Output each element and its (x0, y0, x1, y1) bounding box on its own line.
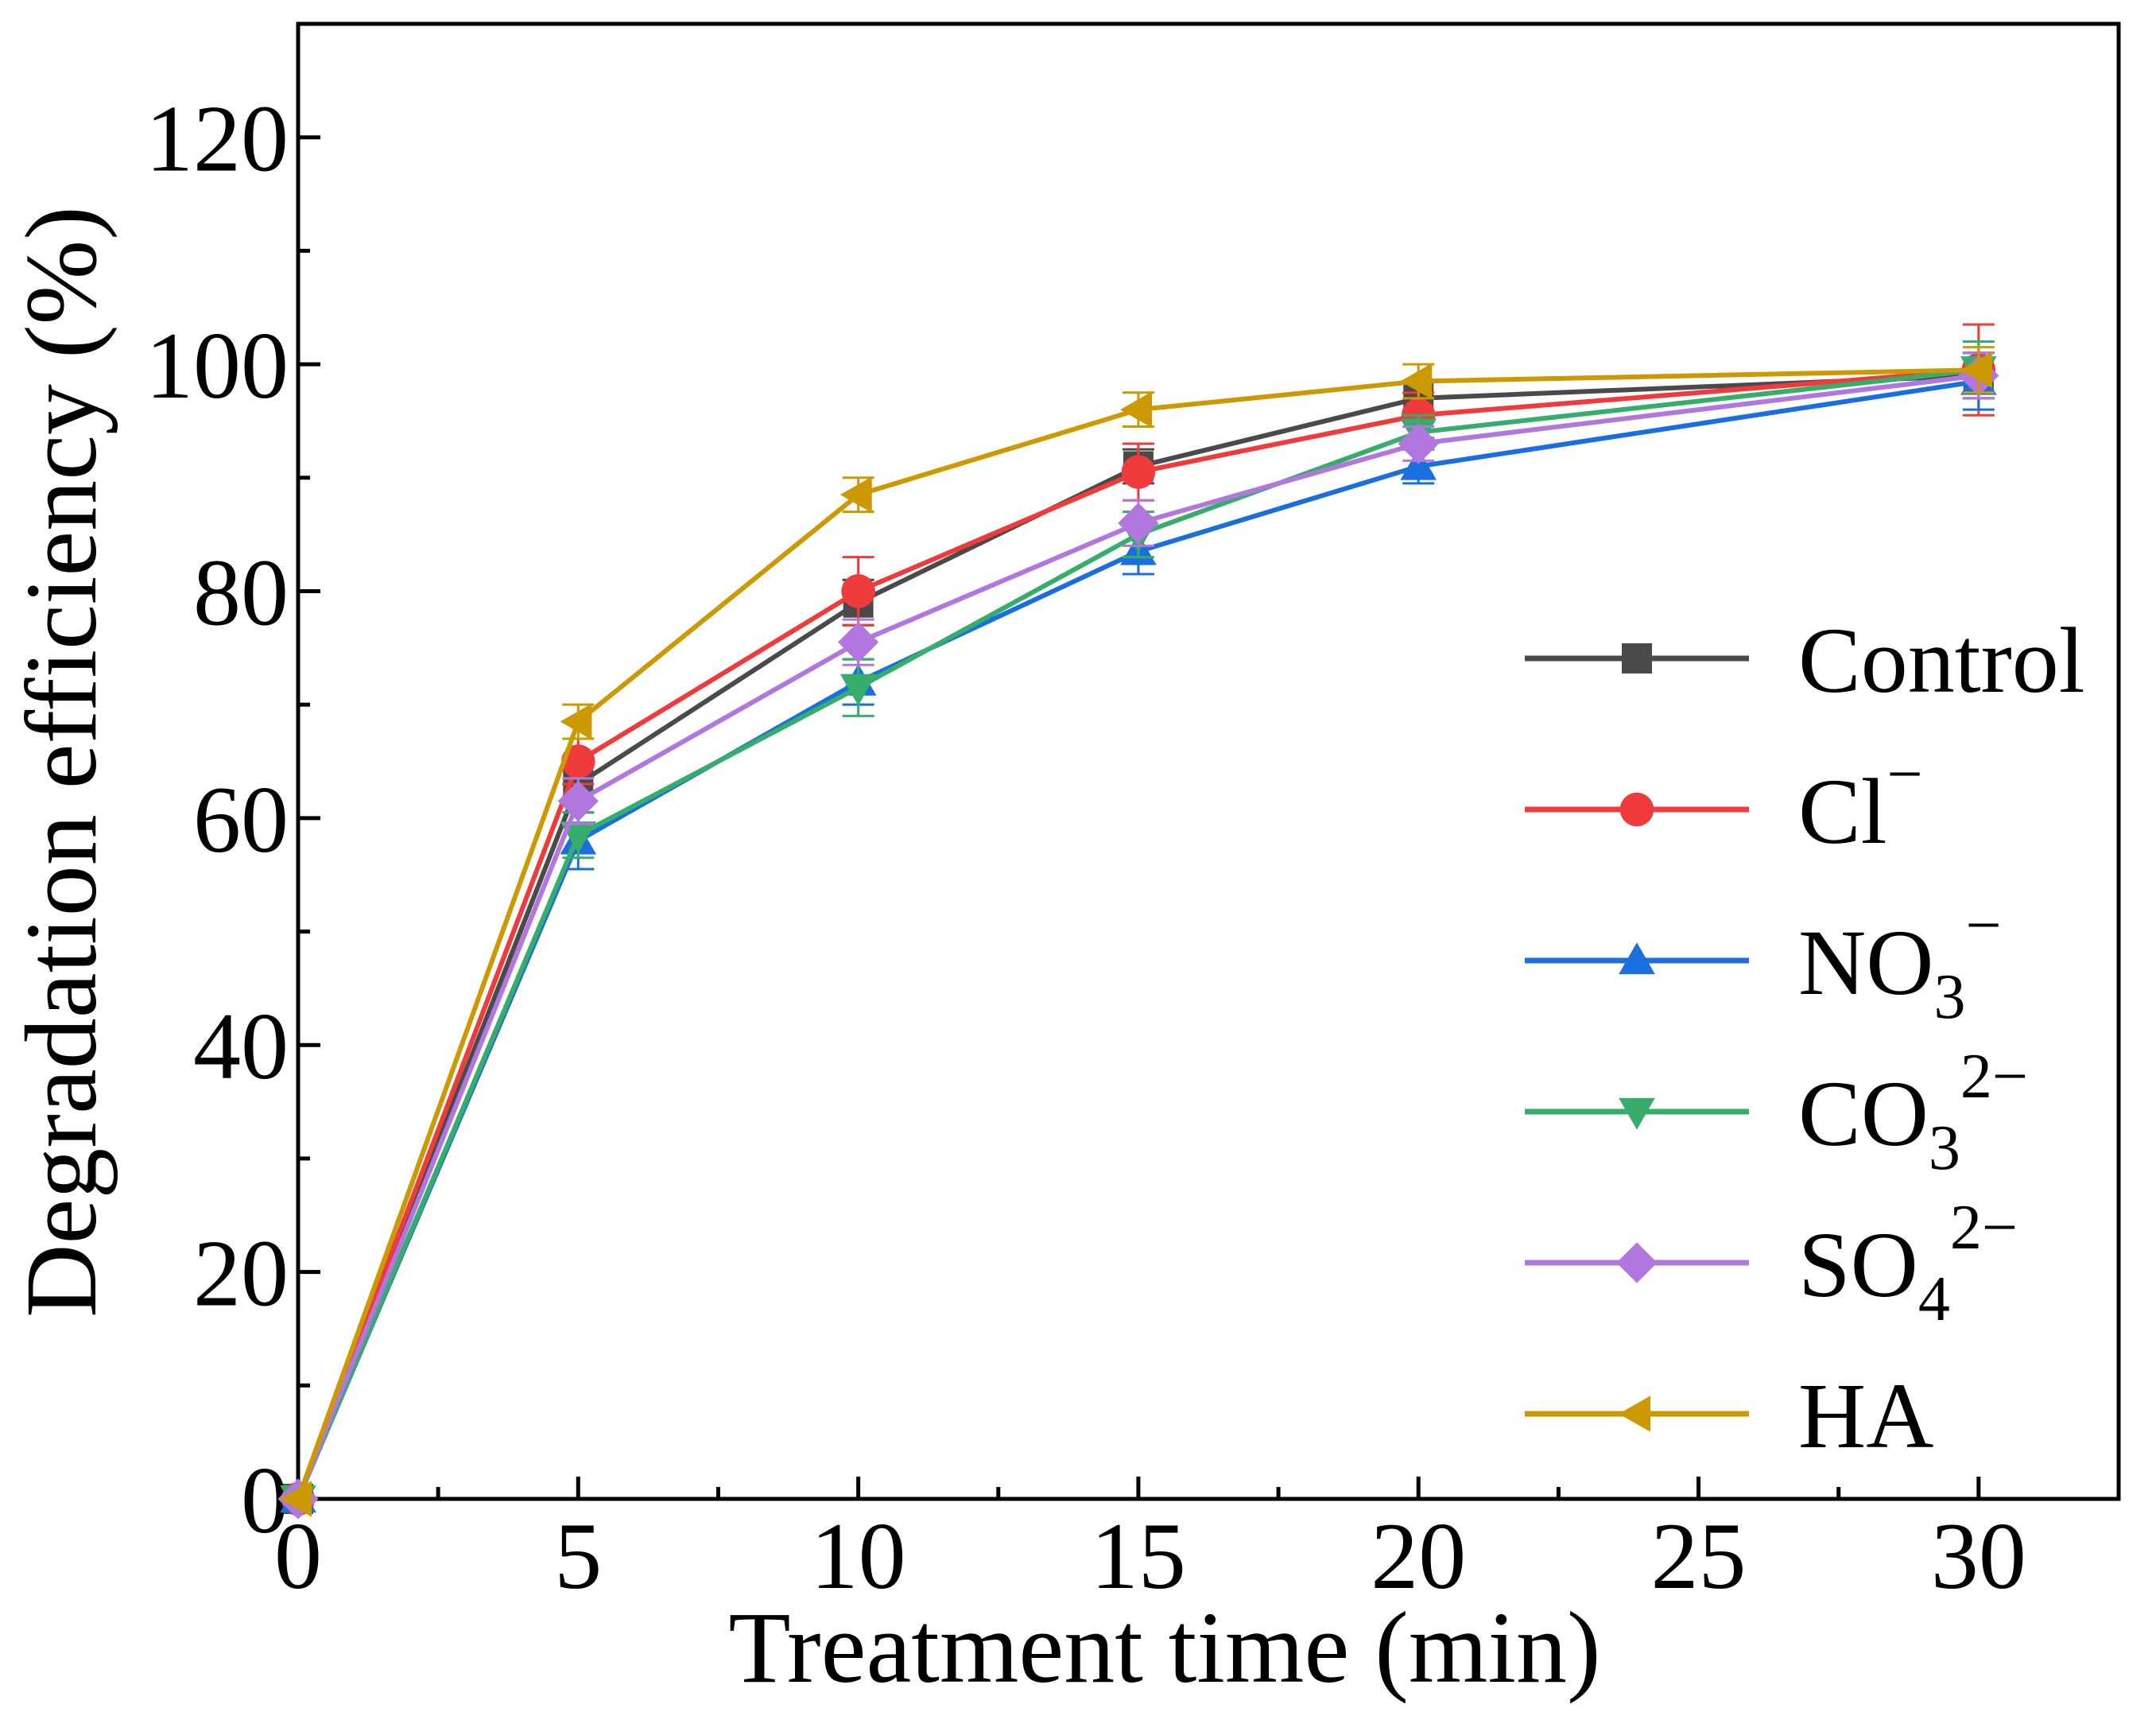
data-point (1960, 351, 1992, 389)
plot-frame (296, 21, 2121, 1501)
legend-item: SO42− (1525, 1193, 2018, 1334)
legend-marker (1619, 1097, 1655, 1130)
data-point (1400, 448, 1437, 480)
legend-marker (1619, 792, 1654, 827)
legend-label: CO32− (1798, 1042, 2028, 1183)
legend-label: HA (1798, 1364, 1933, 1468)
legend-label-main: SO (1798, 1213, 1918, 1317)
legend-marker (1622, 643, 1652, 674)
legend-item: NO3− (1525, 891, 2002, 1032)
x-tick-label: 20 (1371, 1503, 1466, 1609)
legend-label-main: Control (1798, 608, 2085, 712)
data-point (840, 476, 872, 513)
data-point (557, 780, 599, 822)
data-point (1400, 363, 1433, 400)
series-line (296, 373, 1980, 1500)
legend-label: NO3− (1798, 891, 2002, 1032)
data-point (561, 744, 595, 778)
y-tick-label: 20 (193, 1221, 289, 1326)
legend-label: SO42− (1798, 1193, 2018, 1334)
series-line (296, 367, 1979, 1500)
series-layer (277, 323, 1999, 1520)
y-tick-label: 60 (193, 767, 289, 872)
data-point (1120, 391, 1153, 428)
legend-label: Control (1798, 608, 2085, 712)
data-point (840, 674, 877, 706)
legend-item: Control (1525, 608, 2085, 712)
data-point (841, 574, 875, 608)
series-line (296, 367, 1980, 1500)
legend-label-subscript: 4 (1918, 1264, 1950, 1334)
x-tick-label: 15 (1091, 1503, 1186, 1609)
x-tick-label: 25 (1651, 1503, 1747, 1609)
legend-label-main: NO (1798, 910, 1933, 1015)
y-tick-label: 80 (193, 539, 289, 645)
legend-label: Cl− (1798, 740, 1923, 864)
legend-marker (1619, 1396, 1651, 1432)
y-tick-label: 40 (193, 993, 289, 1099)
y-tick-label: 100 (145, 313, 289, 418)
legend-label-superscript: − (1887, 740, 1923, 809)
legend-label-subscript: 3 (1929, 1113, 1960, 1183)
legend-item: HA (1525, 1364, 1933, 1468)
legend-item: CO32− (1525, 1042, 2028, 1183)
data-point (1121, 455, 1156, 489)
y-tick-label: 120 (145, 86, 289, 192)
series-line (296, 373, 1979, 1500)
series-ha (280, 346, 1995, 1517)
x-axis-title: Treatment time (min) (728, 1591, 1600, 1704)
legend-marker (1619, 942, 1655, 975)
x-tick-label: 5 (554, 1503, 602, 1609)
x-tick-label: 10 (811, 1503, 906, 1609)
data-point (560, 703, 592, 740)
legend-label-superscript: 2− (1950, 1193, 2018, 1263)
x-tick-label: 0 (274, 1503, 322, 1609)
legend-label-main: CO (1798, 1062, 1929, 1166)
legend-label-main: Cl (1798, 759, 1887, 864)
data-point (280, 1481, 312, 1517)
legend-label-main: HA (1798, 1364, 1933, 1468)
legend-label-superscript: − (1965, 891, 2001, 961)
data-point (837, 622, 879, 663)
y-axis-title: Degradation efficiency (%) (5, 206, 118, 1318)
legend-marker (1616, 1242, 1658, 1283)
series-line (296, 367, 1980, 1500)
data-point (1118, 503, 1159, 544)
x-tick-label: 30 (1931, 1503, 2026, 1609)
data-point (1398, 423, 1439, 464)
legend-item: Cl− (1525, 740, 1923, 864)
legend-label-subscript: 3 (1933, 962, 1965, 1032)
legend-label-superscript: 2− (1960, 1042, 2028, 1112)
